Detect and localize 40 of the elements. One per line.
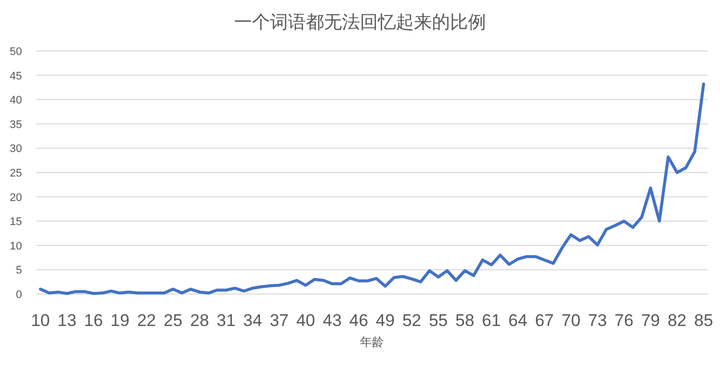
y-tick-label: 50 xyxy=(10,46,22,58)
x-tick-label: 64 xyxy=(508,311,528,330)
y-tick-label: 40 xyxy=(10,94,22,107)
x-tick-label: 37 xyxy=(270,311,289,330)
x-tick-label: 58 xyxy=(455,311,474,330)
x-tick-label: 52 xyxy=(402,311,422,330)
x-axis-title: 年龄 xyxy=(360,335,384,349)
x-tick-label: 82 xyxy=(668,311,687,330)
x-tick-label: 61 xyxy=(482,311,501,330)
y-tick-label: 35 xyxy=(10,118,22,131)
x-tick-label: 40 xyxy=(296,311,316,330)
x-tick-label: 22 xyxy=(137,311,156,330)
x-tick-label: 55 xyxy=(428,311,448,330)
y-tick-label: 25 xyxy=(10,168,22,180)
x-tick-label: 67 xyxy=(534,311,554,330)
chart-title: 一个词语都无法回忆起来的比例 xyxy=(234,12,486,32)
x-tick-label: 34 xyxy=(243,311,262,330)
x-tick-label: 10 xyxy=(30,311,50,330)
line-series xyxy=(38,82,706,296)
y-tick-label: 0 xyxy=(16,289,22,301)
x-tick-label: 43 xyxy=(322,311,342,330)
x-tick-label: 13 xyxy=(57,311,76,330)
y-tick-label: 45 xyxy=(10,70,22,82)
y-tick-label: 20 xyxy=(10,192,22,204)
y-tick-label: 15 xyxy=(10,216,22,228)
x-tick-label: 28 xyxy=(190,311,210,330)
x-tick-label: 85 xyxy=(694,311,714,330)
x-tick-label: 16 xyxy=(84,311,103,330)
x-tick-label: 25 xyxy=(164,311,183,330)
x-tick-label: 49 xyxy=(376,311,395,330)
x-tick-label: 19 xyxy=(110,311,130,330)
x-tick-label: 76 xyxy=(614,311,634,330)
y-tick-label: 5 xyxy=(16,264,22,277)
x-tick-label: 31 xyxy=(216,311,236,330)
y-tick-label: 10 xyxy=(10,240,22,252)
x-tick-label: 46 xyxy=(349,311,368,330)
x-tick-label: 70 xyxy=(561,311,580,330)
y-tick-label: 30 xyxy=(10,143,22,156)
x-tick-label: 73 xyxy=(588,311,607,330)
x-tick-label: 79 xyxy=(641,311,660,330)
